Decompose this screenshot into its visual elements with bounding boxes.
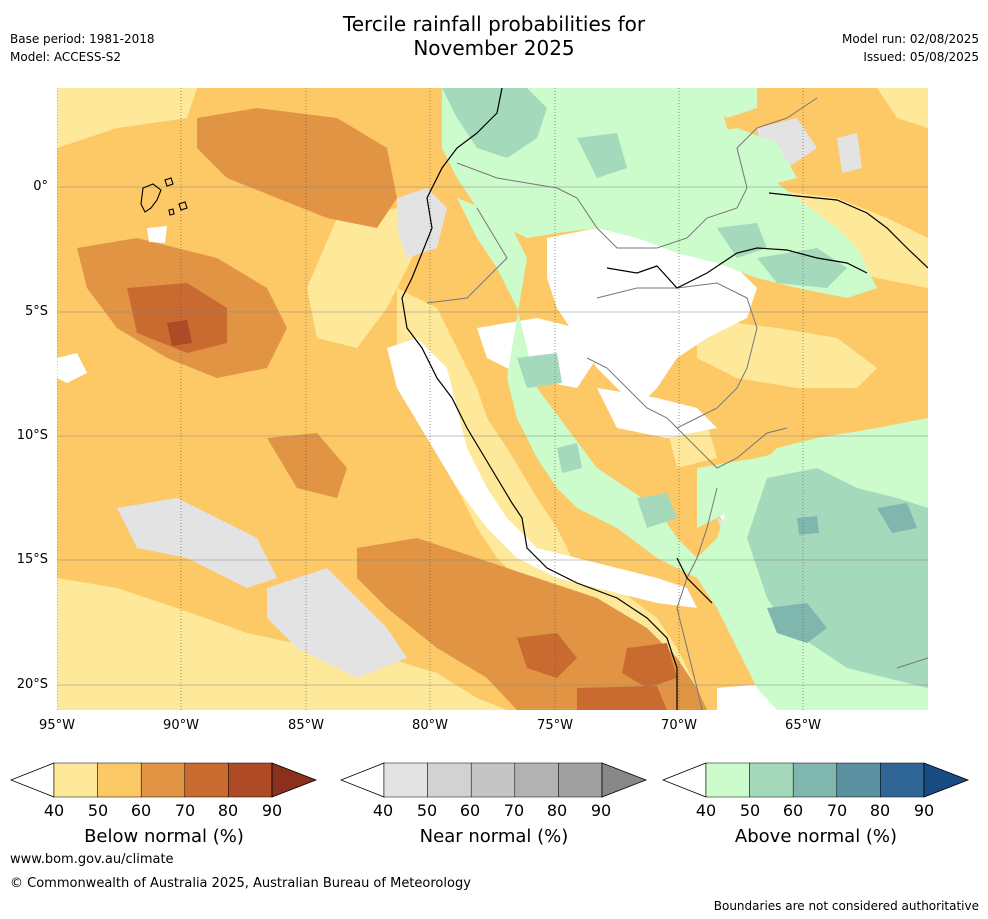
copyright-text: © Commonwealth of Australia 2025, Austra… [10,876,471,891]
lon-label-70w: 70°W [661,718,697,733]
near-tick-70: 70 [503,801,525,820]
lon-label-65w: 65°W [785,718,821,733]
above-tick-50: 50 [739,801,761,820]
lon-label-80w: 80°W [412,718,448,733]
colorbar-segment [383,762,428,798]
below-normal-80-90-regions [167,320,192,346]
above-tick-80: 80 [869,801,891,820]
map-latitude-lines [57,186,928,686]
colorbar-segment [880,762,925,798]
lat-label-15s: 15°S [16,552,48,567]
above-normal-60-70-regions [442,88,928,688]
colorbar-segment [558,762,603,798]
above-normal-70-80-regions [767,503,917,643]
right-metadata: Model run: 02/08/2025 Issued: 05/08/2025 [842,30,979,66]
above-tick-40: 40 [695,801,717,820]
near-normal-label: Near normal (%) [419,826,569,847]
below-normal-colorbar [10,762,318,798]
lat-label-5s: 5°S [24,304,48,319]
below-normal-70-80-regions [127,283,677,710]
colorbar-segment [514,762,559,798]
model-name: Model: ACCESS-S2 [10,50,122,64]
boundaries-disclaimer: Boundaries are not considered authoritat… [713,899,979,913]
colorbar-upper-extend [271,762,318,798]
near-tick-80: 80 [546,801,568,820]
above-tick-90: 90 [913,801,935,820]
near-tick-90: 90 [590,801,612,820]
lon-label-90w: 90°W [163,718,199,733]
colorbar-lower-extend [662,762,707,798]
lon-label-85w: 85°W [288,718,324,733]
rainfall-probability-map [57,88,928,710]
website-link[interactable]: www.bom.gov.au/climate [10,852,174,867]
lon-label-95w: 95°W [39,718,75,733]
above-tick-60: 60 [782,801,804,820]
below-normal-label: Below normal (%) [84,826,244,847]
colorbar-segment [228,762,273,798]
colorbar-lower-extend [10,762,55,798]
colorbar-segment [836,762,881,798]
above-normal-colorbar [662,762,970,798]
colorbar-upper-extend [923,762,970,798]
lat-label-20s: 20°S [16,677,48,692]
above-normal-label: Above normal (%) [734,826,898,847]
colorbar-lower-extend [340,762,385,798]
left-metadata: Base period: 1981-2018 Model: ACCESS-S2 [10,30,155,66]
colorbar-segment [53,762,98,798]
below-tick-50: 50 [87,801,109,820]
lat-label-0: 0° [33,179,48,194]
country-borders [426,97,928,710]
colorbar-segment [705,762,750,798]
above-tick-70: 70 [826,801,848,820]
colorbar-segment [140,762,186,798]
colorbar-segment [184,762,229,798]
lon-label-75w: 75°W [537,718,573,733]
colorbar-segment [97,762,142,798]
base-period: Base period: 1981-2018 [10,32,155,46]
title-line-1: Tercile rainfall probabilities for [342,12,646,36]
near-normal-colorbar [340,762,648,798]
below-tick-70: 70 [174,801,196,820]
below-tick-80: 80 [217,801,239,820]
near-tick-40: 40 [372,801,394,820]
coastlines [401,88,928,710]
colorbar-upper-extend [601,762,648,798]
colorbar-segment [470,762,516,798]
colorbar-segment [427,762,472,798]
below-tick-90: 90 [261,801,283,820]
colorbar-segment [749,762,794,798]
chart-title: Tercile rainfall probabilities for Novem… [0,12,988,60]
lat-label-10s: 10°S [16,428,48,443]
model-run: Model run: 02/08/2025 [841,32,979,46]
below-tick-60: 60 [130,801,152,820]
title-line-2: November 2025 [413,36,575,60]
near-tick-50: 50 [416,801,438,820]
below-tick-40: 40 [43,801,65,820]
galapagos-islands [140,177,188,216]
issued-date: Issued: 05/08/2025 [863,50,979,64]
near-tick-60: 60 [459,801,481,820]
colorbar-segment [792,762,838,798]
below-normal-40-50-regions [57,88,928,710]
